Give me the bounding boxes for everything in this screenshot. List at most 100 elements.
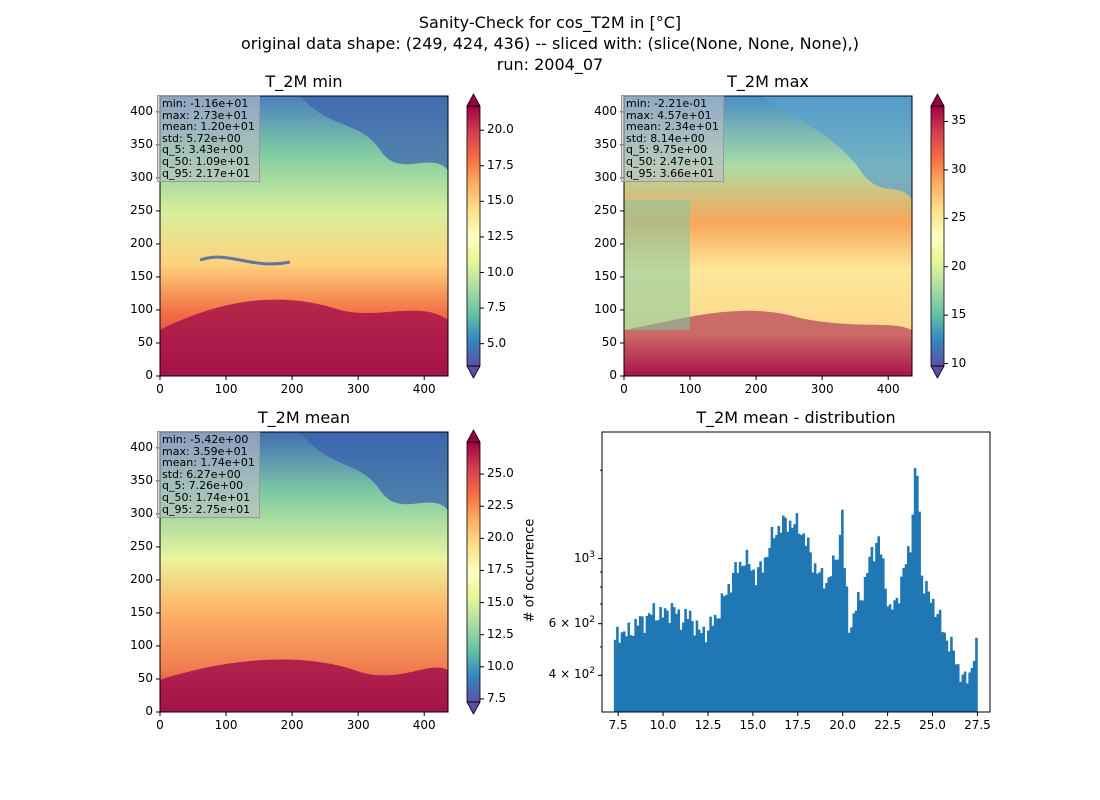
colorbar-tick-label: 5.0 [487, 335, 507, 350]
histogram-bar [847, 632, 851, 712]
histogram-bar [927, 591, 931, 712]
y-tick-label: 150 [130, 268, 153, 283]
stat-line: std: 6.27e+00 [162, 467, 241, 481]
colorbar-gradient [467, 442, 480, 702]
histogram-bar [709, 616, 712, 712]
histogram-bar [647, 613, 651, 712]
x-tick-label: 300 [346, 718, 370, 732]
histogram-bar [968, 672, 971, 712]
histogram-bar [729, 592, 733, 712]
histogram-bar [691, 621, 694, 712]
colorbar-tick-label: 12.5 [487, 626, 514, 641]
histogram-bar [836, 559, 840, 712]
x-tick-label: 100 [678, 382, 702, 396]
stat-line: q_5: 7.26e+00 [162, 479, 244, 493]
histogram-bar [629, 635, 633, 712]
histogram-bar [695, 620, 699, 712]
histogram-bar [963, 671, 967, 712]
y-tick-label: 250 [130, 202, 153, 217]
histogram-bar [741, 565, 744, 712]
colorbar-extend-top [466, 93, 481, 107]
histogram-bar [727, 583, 731, 712]
colorbar-tick-label: 20.0 [487, 530, 514, 545]
x-tick-label: 20.0 [829, 718, 857, 732]
colorbar-frame [466, 441, 481, 703]
map-axes-frame [159, 95, 449, 377]
x-tick-label: 0 [156, 718, 164, 732]
histogram-bar [856, 592, 860, 712]
stat-line: min: -2.21e-01 [626, 97, 708, 110]
histogram-bar [738, 561, 742, 712]
histogram-bar [659, 607, 662, 712]
x-tick-label: 17.5 [784, 718, 812, 732]
histogram-bar [945, 640, 949, 712]
histogram-bar [732, 573, 735, 712]
x-tick-label: 15.0 [739, 718, 767, 732]
colorbar-tick-label: 35 [951, 113, 967, 128]
stat-line: q_95: 2.75e+01 [162, 502, 251, 516]
stat-line: max: 2.73e+01 [162, 108, 248, 122]
stats-box-mean: min: -5.42e+00 max: 3.59e+01 mean: 1.74e… [157, 431, 260, 519]
histogram-bar [784, 517, 787, 712]
y-tick-label: 400 [130, 439, 153, 454]
histogram-bar [754, 585, 758, 712]
histogram-bar [786, 531, 790, 712]
histogram-bar [807, 537, 810, 712]
figure-title-line-2: original data shape: (249, 424, 436) -- … [241, 34, 859, 53]
histogram-bar [816, 573, 819, 712]
histogram-bar [745, 549, 749, 712]
y-tick-label: 200 [130, 235, 153, 250]
histogram-bar [684, 608, 687, 712]
histogram-bar [772, 538, 776, 712]
y-tick-label: 150 [594, 268, 617, 283]
histogram-bar [879, 554, 883, 712]
histogram-bar [972, 660, 976, 712]
colorbar-frame [466, 105, 481, 367]
y-tick-label: 100 [130, 301, 153, 316]
histogram-bar [895, 597, 899, 712]
histogram-bar [788, 520, 792, 712]
histogram-bar [672, 607, 676, 712]
histogram-bar [975, 637, 978, 712]
histogram-bar [645, 615, 649, 712]
stat-line: min: -1.16e+01 [162, 97, 249, 110]
histogram-bar [716, 618, 719, 712]
histogram-bar [618, 642, 621, 712]
histogram-bar [636, 625, 640, 712]
histogram-bar [818, 572, 821, 712]
histogram-bar [616, 626, 619, 712]
histogram-bar [713, 615, 717, 712]
histogram-bar [702, 626, 706, 712]
y-tick-label: 300 [130, 505, 153, 520]
histogram-bar [770, 526, 774, 712]
histogram-bar [750, 570, 753, 712]
x-tick-label: 22.5 [874, 718, 901, 732]
stat-line: max: 3.59e+01 [162, 444, 248, 458]
histogram-bar [661, 617, 665, 712]
histogram-bar [700, 633, 703, 712]
stat-line: q_95: 3.66e+01 [626, 166, 715, 180]
colorbar-tick-label: 7.5 [487, 690, 507, 705]
stats-box-max: min: -2.21e-01 max: 4.57e+01 mean: 2.34e… [621, 95, 724, 183]
colorbar-extend-top [466, 429, 481, 443]
stat-line: q_50: 2.47e+01 [626, 154, 715, 168]
stat-line: std: 5.72e+00 [162, 131, 241, 145]
histogram-bar [766, 556, 769, 712]
histogram-bar [736, 572, 740, 712]
histogram-bar [704, 642, 708, 712]
histogram-bar [768, 547, 771, 712]
y-tick-label: 200 [130, 571, 153, 586]
colorbar-tick-label: 10.0 [487, 264, 514, 279]
y-tick-label: 50 [137, 334, 153, 349]
y-tick-label: 4 × 102 [548, 666, 595, 682]
histogram-bar [866, 573, 869, 712]
histogram-bar [906, 546, 910, 712]
histogram-bar [888, 604, 892, 712]
y-tick-label: 50 [601, 334, 617, 349]
histogram-bar [916, 475, 919, 712]
y-tick-label: 300 [130, 169, 153, 184]
histogram-bar [852, 613, 856, 712]
histogram-bar [743, 565, 746, 712]
stat-line: mean: 1.20e+01 [162, 120, 255, 134]
histogram-bar [909, 552, 912, 712]
